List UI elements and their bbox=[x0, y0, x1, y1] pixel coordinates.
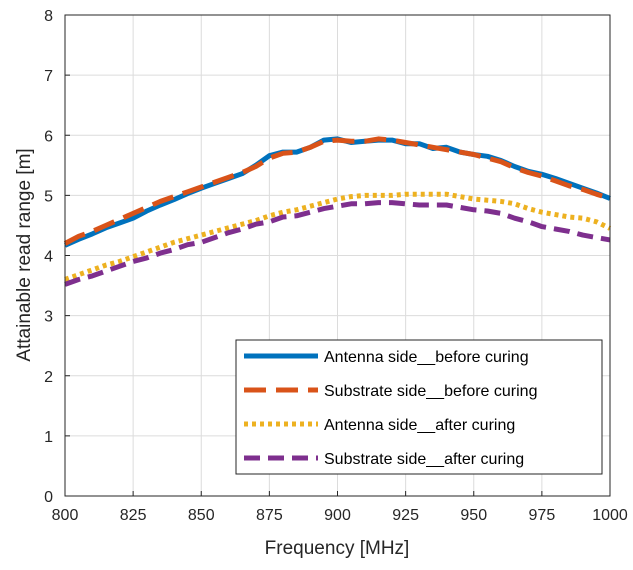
x-tick-labels: 800 825 850 875 900 925 950 975 1000 bbox=[52, 507, 628, 524]
legend-label-1: Antenna side__before curing bbox=[324, 349, 529, 366]
series-line-2 bbox=[63, 136, 611, 246]
x-tick-label: 850 bbox=[188, 507, 215, 524]
y-tick-label: 0 bbox=[44, 489, 53, 506]
legend-label-4: Substrate side__after curing bbox=[324, 451, 524, 468]
y-tick-labels: 0 1 2 3 4 5 6 7 8 bbox=[44, 8, 53, 506]
y-axis-label: Attainable read range [m] bbox=[14, 148, 35, 361]
x-tick-label: 875 bbox=[256, 507, 283, 524]
y-tick-label: 6 bbox=[44, 128, 53, 145]
series-lines bbox=[63, 136, 612, 287]
y-tick-label: 7 bbox=[44, 68, 53, 85]
legend: Antenna side__before curing Substrate sid… bbox=[235, 339, 603, 475]
series-line-4 bbox=[64, 200, 611, 287]
legend-label-2: Substrate side__before curing bbox=[324, 383, 537, 400]
x-tick-label: 975 bbox=[529, 507, 556, 524]
x-tick-label: 900 bbox=[324, 507, 351, 524]
legend-box bbox=[235, 339, 603, 475]
x-tick-label: 950 bbox=[460, 507, 487, 524]
series-line-3 bbox=[64, 191, 612, 282]
y-tick-label: 3 bbox=[44, 309, 53, 326]
legend-label-3: Antenna side__after curing bbox=[324, 417, 515, 434]
y-tick-label: 1 bbox=[44, 429, 53, 446]
x-tick-label: 1000 bbox=[592, 507, 628, 524]
x-axis-label: Frequency [MHz] bbox=[265, 538, 410, 559]
y-tick-label: 4 bbox=[44, 249, 53, 266]
y-tick-label: 2 bbox=[44, 369, 53, 386]
y-tick-label: 5 bbox=[44, 188, 53, 205]
x-tick-label: 925 bbox=[392, 507, 419, 524]
y-tick-label: 8 bbox=[44, 8, 53, 25]
x-tick-label: 800 bbox=[52, 507, 79, 524]
x-tick-label: 825 bbox=[120, 507, 147, 524]
plot-frame bbox=[64, 14, 611, 497]
